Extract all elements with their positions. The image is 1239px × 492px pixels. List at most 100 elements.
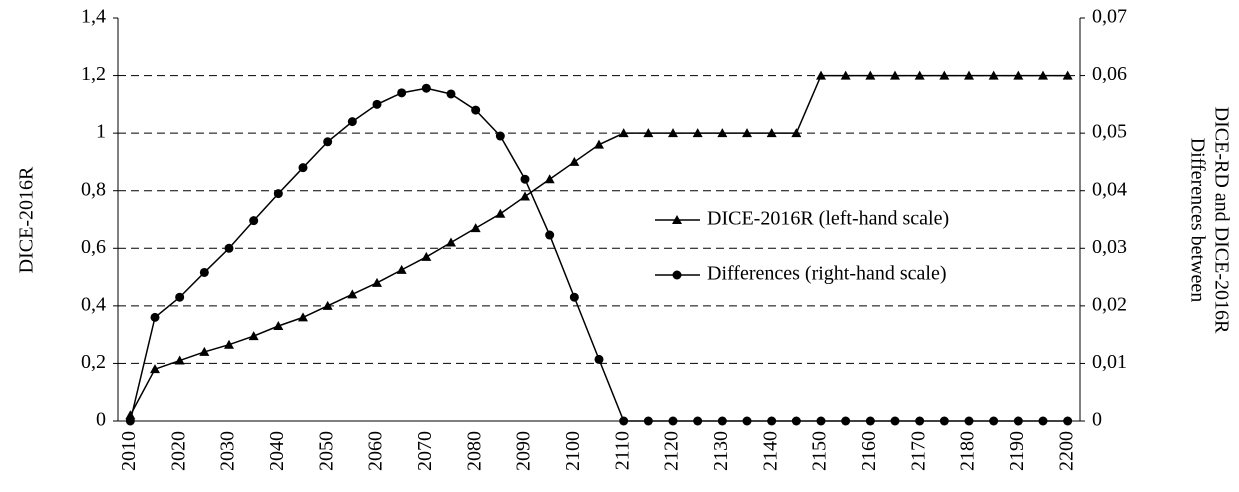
data-point bbox=[1063, 416, 1073, 426]
series-line bbox=[129, 87, 1068, 422]
x-tick-label: 2190 bbox=[1006, 431, 1028, 471]
y-tick-label: 0,6 bbox=[81, 236, 106, 258]
data-point bbox=[273, 321, 284, 331]
data-point bbox=[347, 289, 358, 299]
data-point bbox=[174, 355, 185, 365]
x-tick-label: 2100 bbox=[562, 431, 584, 471]
data-point bbox=[397, 88, 407, 98]
data-point bbox=[766, 128, 777, 138]
data-point bbox=[150, 364, 160, 374]
y2-tick-label: 0 bbox=[1092, 409, 1102, 431]
data-point bbox=[594, 139, 604, 149]
data-point bbox=[544, 174, 555, 184]
data-point bbox=[890, 416, 900, 426]
legend-label: Differences (right-hand scale) bbox=[707, 263, 947, 285]
y-tick-label: 1,2 bbox=[81, 63, 106, 85]
data-point bbox=[175, 292, 185, 302]
data-point bbox=[742, 128, 752, 138]
data-point bbox=[890, 70, 900, 80]
y2-tick-label: 0,03 bbox=[1092, 236, 1127, 258]
data-point bbox=[545, 230, 555, 240]
data-point bbox=[791, 416, 801, 426]
data-point bbox=[1038, 70, 1048, 80]
data-point bbox=[372, 277, 382, 287]
y-tick-label: 0 bbox=[96, 409, 106, 431]
y-tick-label: 0,8 bbox=[81, 178, 106, 200]
data-point bbox=[323, 137, 333, 147]
data-point bbox=[840, 70, 851, 80]
x-tick-label: 2060 bbox=[365, 431, 387, 471]
data-point bbox=[939, 416, 949, 426]
y2-tick-label: 0,01 bbox=[1092, 351, 1127, 373]
x-tick-label: 2120 bbox=[661, 431, 683, 471]
data-point bbox=[865, 416, 875, 426]
data-point bbox=[125, 410, 136, 420]
y-tick-label: 0,4 bbox=[81, 293, 106, 315]
data-point bbox=[224, 243, 234, 253]
data-point bbox=[717, 128, 728, 138]
data-point bbox=[791, 128, 802, 138]
x-tick-label: 2010 bbox=[118, 431, 140, 471]
data-point bbox=[668, 416, 678, 426]
data-point bbox=[470, 223, 481, 233]
y2-axis-title: Differences between bbox=[1186, 138, 1208, 303]
x-tick-label: 2170 bbox=[907, 431, 929, 471]
y2-tick-label: 0,05 bbox=[1092, 121, 1127, 143]
data-point bbox=[618, 128, 629, 138]
x-tick-label: 2130 bbox=[710, 431, 732, 471]
data-point bbox=[865, 70, 876, 80]
data-point bbox=[520, 191, 530, 201]
data-point bbox=[495, 208, 506, 218]
data-point bbox=[988, 70, 999, 80]
y2-tick-label: 0,04 bbox=[1092, 178, 1127, 200]
data-point bbox=[964, 70, 974, 80]
data-point bbox=[421, 251, 432, 261]
data-point bbox=[915, 416, 925, 426]
data-point bbox=[717, 416, 727, 426]
data-point bbox=[372, 99, 382, 109]
data-point bbox=[199, 346, 210, 356]
x-tick-label: 2080 bbox=[463, 431, 485, 471]
data-point bbox=[446, 237, 456, 247]
data-point bbox=[939, 70, 950, 80]
y-tick-label: 1 bbox=[96, 121, 106, 143]
data-point bbox=[347, 117, 357, 127]
y-tick-label: 1,4 bbox=[81, 6, 106, 28]
data-point bbox=[594, 354, 604, 364]
data-point bbox=[816, 416, 826, 426]
data-point bbox=[767, 416, 777, 426]
x-tick-label: 2110 bbox=[611, 431, 633, 470]
data-point bbox=[1013, 70, 1024, 80]
y2-tick-label: 0,07 bbox=[1092, 6, 1127, 28]
data-point bbox=[816, 70, 826, 80]
data-point bbox=[199, 267, 209, 277]
data-point bbox=[298, 312, 308, 322]
data-point bbox=[495, 131, 505, 141]
data-point bbox=[619, 416, 629, 426]
x-tick-label: 2160 bbox=[858, 431, 880, 471]
legend-label: DICE-2016R (left-hand scale) bbox=[707, 208, 949, 230]
data-point bbox=[1038, 416, 1048, 426]
x-tick-label: 2090 bbox=[513, 431, 535, 471]
data-point bbox=[396, 264, 407, 274]
data-point bbox=[643, 128, 654, 138]
data-point bbox=[964, 416, 974, 426]
data-point bbox=[569, 292, 579, 302]
data-point bbox=[520, 174, 530, 184]
x-tick-label: 2030 bbox=[217, 431, 239, 471]
y2-tick-label: 0,06 bbox=[1092, 63, 1127, 85]
data-point bbox=[742, 416, 752, 426]
data-point bbox=[1013, 416, 1023, 426]
data-point bbox=[446, 89, 456, 99]
data-point bbox=[1062, 70, 1073, 80]
legend-marker bbox=[672, 215, 682, 224]
y2-axis-title: DICE-RD and DICE-2016R bbox=[1210, 107, 1232, 334]
data-point bbox=[150, 312, 160, 322]
data-point bbox=[471, 105, 481, 115]
data-point bbox=[249, 216, 259, 226]
data-point bbox=[421, 83, 431, 93]
x-tick-label: 2020 bbox=[167, 431, 189, 471]
x-tick-label: 2140 bbox=[759, 431, 781, 471]
data-point bbox=[322, 300, 333, 310]
